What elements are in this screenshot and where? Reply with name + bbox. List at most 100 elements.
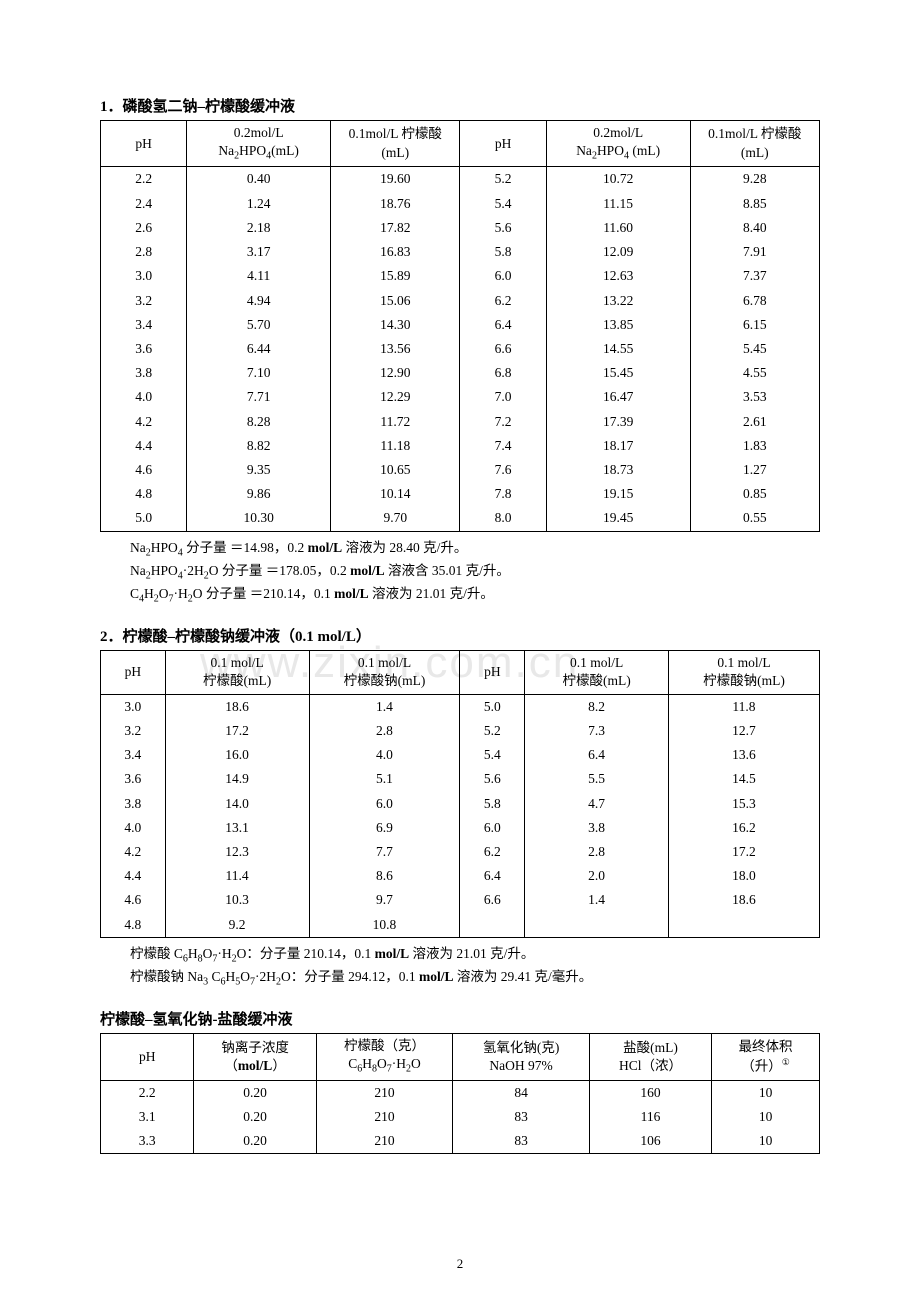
cell: 83 [453,1105,590,1129]
col-sodium: 0.1 mol/L柠檬酸钠(mL) [309,651,460,694]
cell: 4.4 [101,434,187,458]
section2-notes: 柠檬酸 C6H8O7·H2O：分子量 210.14，0.1 mol/L 溶液为 … [130,944,820,990]
cell: 3.0 [101,694,166,719]
cell: 16.2 [668,816,819,840]
cell: 6.2 [460,289,546,313]
cell: 7.7 [309,840,460,864]
cell: 6.9 [309,816,460,840]
col-ph: pH [101,651,166,694]
col-na2hpo4: 0.2mol/LNa2HPO4(mL) [187,121,331,167]
cell: 5.6 [460,767,525,791]
cell: 2.8 [101,240,187,264]
cell: 17.2 [668,840,819,864]
cell: 11.4 [165,864,309,888]
col-ph2: pH [460,121,546,167]
col-ph2: pH [460,651,525,694]
cell: 5.1 [309,767,460,791]
cell: 8.28 [187,410,331,434]
cell: 3.6 [101,767,166,791]
cell: 13.22 [546,289,690,313]
cell: 160 [589,1080,711,1105]
cell: 3.8 [101,792,166,816]
cell: 10 [712,1080,820,1105]
cell: 4.4 [101,864,166,888]
cell: 9.2 [165,913,309,938]
cell: 11.15 [546,192,690,216]
cell: 16.83 [331,240,460,264]
cell: 13.6 [668,743,819,767]
cell: 7.8 [460,482,546,506]
cell: 7.4 [460,434,546,458]
table-phosphate-citrate: pH 0.2mol/LNa2HPO4(mL) 0.1mol/L 柠檬酸(mL) … [100,120,820,532]
cell: 8.2 [525,694,669,719]
cell: 19.45 [546,506,690,531]
cell: 14.55 [546,337,690,361]
cell: 11.18 [331,434,460,458]
cell: 2.8 [309,719,460,743]
table-citrate-naoh-hcl: pH 钠离子浓度（mol/L） 柠檬酸（克）C6H8O7·H2O 氢氧化钠(克)… [100,1033,820,1154]
cell: 8.85 [690,192,819,216]
cell: 11.60 [546,216,690,240]
col-sodium-2: 0.1 mol/L柠檬酸钠(mL) [668,651,819,694]
cell: 4.7 [525,792,669,816]
cell: 3.4 [101,313,187,337]
cell: 18.73 [546,458,690,482]
cell: 1.4 [309,694,460,719]
section1-heading: 1．磷酸氢二钠–柠檬酸缓冲液 [100,95,820,116]
cell: 15.06 [331,289,460,313]
cell: 8.82 [187,434,331,458]
section2-heading: 2．柠檬酸–柠檬酸钠缓冲液（0.1 mol/L） [100,625,820,646]
cell: 5.8 [460,240,546,264]
cell: 10 [712,1129,820,1154]
cell: 3.1 [101,1105,194,1129]
cell: 5.5 [525,767,669,791]
cell: 116 [589,1105,711,1129]
cell: 10 [712,1105,820,1129]
col-hcl: 盐酸(mL)HCl（浓） [589,1034,711,1080]
cell: 12.09 [546,240,690,264]
cell: 15.45 [546,361,690,385]
cell: 12.90 [331,361,460,385]
cell: 12.3 [165,840,309,864]
cell: 6.6 [460,337,546,361]
cell: 5.4 [460,192,546,216]
cell: 4.0 [101,385,187,409]
cell: 9.86 [187,482,331,506]
cell: 0.40 [187,167,331,192]
cell: 4.11 [187,264,331,288]
cell: 106 [589,1129,711,1154]
cell: 0.20 [194,1105,316,1129]
cell: 5.0 [460,694,525,719]
cell: 4.8 [101,913,166,938]
cell: 3.2 [101,289,187,313]
cell: 6.0 [309,792,460,816]
cell: 12.63 [546,264,690,288]
cell: 12.29 [331,385,460,409]
cell: 10.14 [331,482,460,506]
cell: 7.37 [690,264,819,288]
cell: 2.4 [101,192,187,216]
cell: 9.28 [690,167,819,192]
cell: 0.20 [194,1129,316,1154]
cell: 4.94 [187,289,331,313]
cell: 17.2 [165,719,309,743]
cell: 5.70 [187,313,331,337]
cell: 11.8 [668,694,819,719]
cell [460,913,525,938]
cell: 16.47 [546,385,690,409]
cell: 6.0 [460,816,525,840]
cell: 4.0 [101,816,166,840]
cell: 4.6 [101,458,187,482]
cell: 10.3 [165,888,309,912]
cell: 3.3 [101,1129,194,1154]
cell: 6.4 [525,743,669,767]
cell: 5.2 [460,719,525,743]
cell: 6.78 [690,289,819,313]
cell: 0.20 [194,1080,316,1105]
cell: 8.0 [460,506,546,531]
cell: 2.61 [690,410,819,434]
cell: 3.17 [187,240,331,264]
cell: 4.2 [101,840,166,864]
cell [668,913,819,938]
cell: 14.5 [668,767,819,791]
